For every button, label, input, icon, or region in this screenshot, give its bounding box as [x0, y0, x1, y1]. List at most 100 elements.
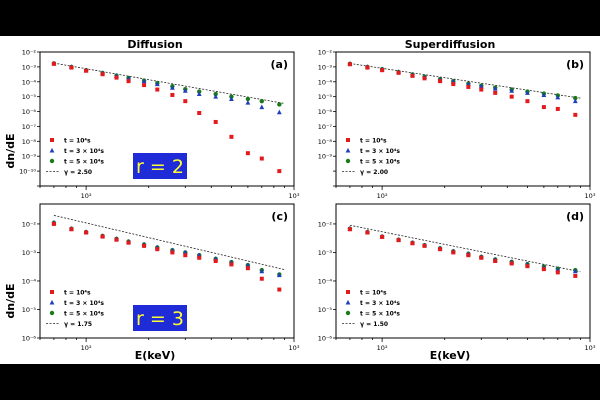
- data-point-square: [466, 84, 471, 89]
- fit-line: [349, 224, 581, 273]
- data-point-square: [347, 62, 352, 67]
- data-point-triangle: [509, 88, 515, 93]
- legend-entry: t = 5 × 10⁴s: [64, 311, 104, 318]
- data-point-square: [259, 276, 264, 281]
- y-tick-label: 10⁻⁵: [318, 93, 333, 101]
- data-point-circle: [573, 95, 578, 101]
- plot-frame: [335, 51, 591, 187]
- data-point-square: [380, 68, 385, 73]
- legend-entry: t = 3 × 10⁴s: [64, 148, 104, 155]
- data-point-square: [277, 287, 282, 292]
- data-point-square: [155, 247, 160, 252]
- data-point-circle: [259, 98, 264, 104]
- y-tick-label: 10⁻³: [318, 249, 333, 257]
- data-point-square: [493, 90, 498, 95]
- x-tick-label: 10³: [585, 192, 596, 200]
- data-point-square: [509, 261, 514, 266]
- y-tick-label: 10⁻⁷: [318, 123, 333, 131]
- legend-entry: t = 10⁴s: [360, 138, 387, 145]
- data-point-square: [410, 73, 415, 78]
- data-point-square: [197, 255, 202, 260]
- y-tick-label: 10⁻¹⁰: [19, 168, 36, 176]
- data-point-square: [142, 83, 147, 88]
- r-badge-label: r = 3: [136, 308, 184, 330]
- data-point-triangle: [259, 268, 265, 274]
- data-point-square: [170, 92, 175, 97]
- legend-marker-circle: [49, 310, 55, 316]
- data-point-triangle: [478, 83, 484, 89]
- data-point-square: [197, 110, 202, 115]
- data-point-triangle: [541, 92, 547, 97]
- data-point-square: [183, 99, 188, 104]
- data-point-square: [396, 238, 401, 243]
- r-badge-bg: [133, 305, 187, 331]
- data-point-square: [509, 94, 514, 99]
- legend-entry: γ = 1.50: [360, 321, 388, 328]
- data-point-square: [541, 267, 546, 272]
- legend-marker-triangle: [49, 299, 55, 305]
- legend-entry: γ = 2.50: [64, 169, 92, 176]
- y-tick-label: 10⁻²: [22, 49, 37, 57]
- legend-marker-square: [346, 290, 350, 294]
- column-title-superdiffusion: Superdiffusion: [405, 38, 496, 51]
- legend-marker-circle: [49, 158, 55, 164]
- data-point-square: [51, 61, 56, 66]
- legend-marker-triangle: [345, 299, 351, 305]
- ylabel-bottom: dn/dE: [4, 283, 17, 318]
- data-point-square: [541, 105, 546, 110]
- data-point-square: [213, 259, 218, 264]
- y-tick-label: 10⁻⁸: [22, 138, 37, 146]
- data-point-square: [438, 247, 443, 252]
- data-point-square: [84, 68, 89, 73]
- data-point-square: [365, 230, 370, 235]
- data-point-triangle: [245, 99, 251, 105]
- panel-label: (a): [271, 58, 288, 71]
- data-point-square: [229, 134, 234, 139]
- data-point-square: [245, 151, 250, 156]
- y-tick-label: 10⁻³: [22, 249, 37, 257]
- data-point-triangle: [276, 272, 282, 278]
- data-point-triangle: [169, 85, 175, 90]
- data-point-circle: [245, 96, 251, 102]
- data-point-square: [277, 169, 282, 174]
- data-point-square: [259, 156, 264, 161]
- data-point-square: [493, 259, 498, 264]
- x-tick-label: 10²: [81, 344, 92, 352]
- data-point-square: [555, 106, 560, 111]
- y-tick-label: 10⁻⁶: [318, 108, 333, 116]
- data-point-triangle: [259, 104, 265, 110]
- data-point-square: [451, 250, 456, 255]
- r-badge-label: r = 2: [136, 156, 184, 178]
- plot-frame: [335, 203, 591, 339]
- legend-marker-square: [50, 138, 54, 142]
- figure: Diffusion Superdiffusion dn/dE dn/dE E(k…: [0, 36, 600, 364]
- data-point-triangle: [492, 85, 498, 91]
- panel-label: (d): [566, 210, 584, 223]
- y-tick-label: 10⁻³: [22, 63, 37, 71]
- data-point-square: [114, 237, 119, 242]
- x-tick-label: 10²: [81, 192, 92, 200]
- data-point-square: [365, 65, 370, 70]
- legend-entry: γ = 2.00: [360, 169, 388, 176]
- data-point-square: [555, 270, 560, 275]
- x-tick-label: 10²: [377, 344, 388, 352]
- data-point-square: [229, 262, 234, 267]
- xlabel-right: E(keV): [430, 349, 471, 362]
- y-tick-label: 10⁻²: [318, 220, 333, 228]
- y-tick-label: 10⁻⁵: [22, 306, 37, 314]
- data-point-square: [126, 240, 131, 245]
- data-point-square: [347, 227, 352, 232]
- data-point-square: [126, 79, 131, 84]
- data-point-triangle: [276, 109, 282, 115]
- y-tick-label: 10⁻⁴: [318, 78, 333, 86]
- data-point-square: [422, 76, 427, 81]
- data-point-square: [525, 264, 530, 269]
- y-tick-label: 10⁻⁶: [318, 335, 333, 343]
- data-point-square: [438, 79, 443, 84]
- panel-a: 10² 10³ 10⁻¹⁰ 10⁻⁹ 10⁻⁸ 10⁻⁷ 10⁻⁶ 10⁻⁵ 10⁻⁴ 10⁻³ 1…: [19, 49, 300, 201]
- legend-entry: t = 3 × 10⁴s: [360, 300, 400, 307]
- data-point-square: [466, 253, 471, 258]
- y-tick-label: 10⁻⁴: [22, 78, 37, 86]
- data-point-square: [69, 65, 74, 70]
- fit-line: [349, 63, 581, 99]
